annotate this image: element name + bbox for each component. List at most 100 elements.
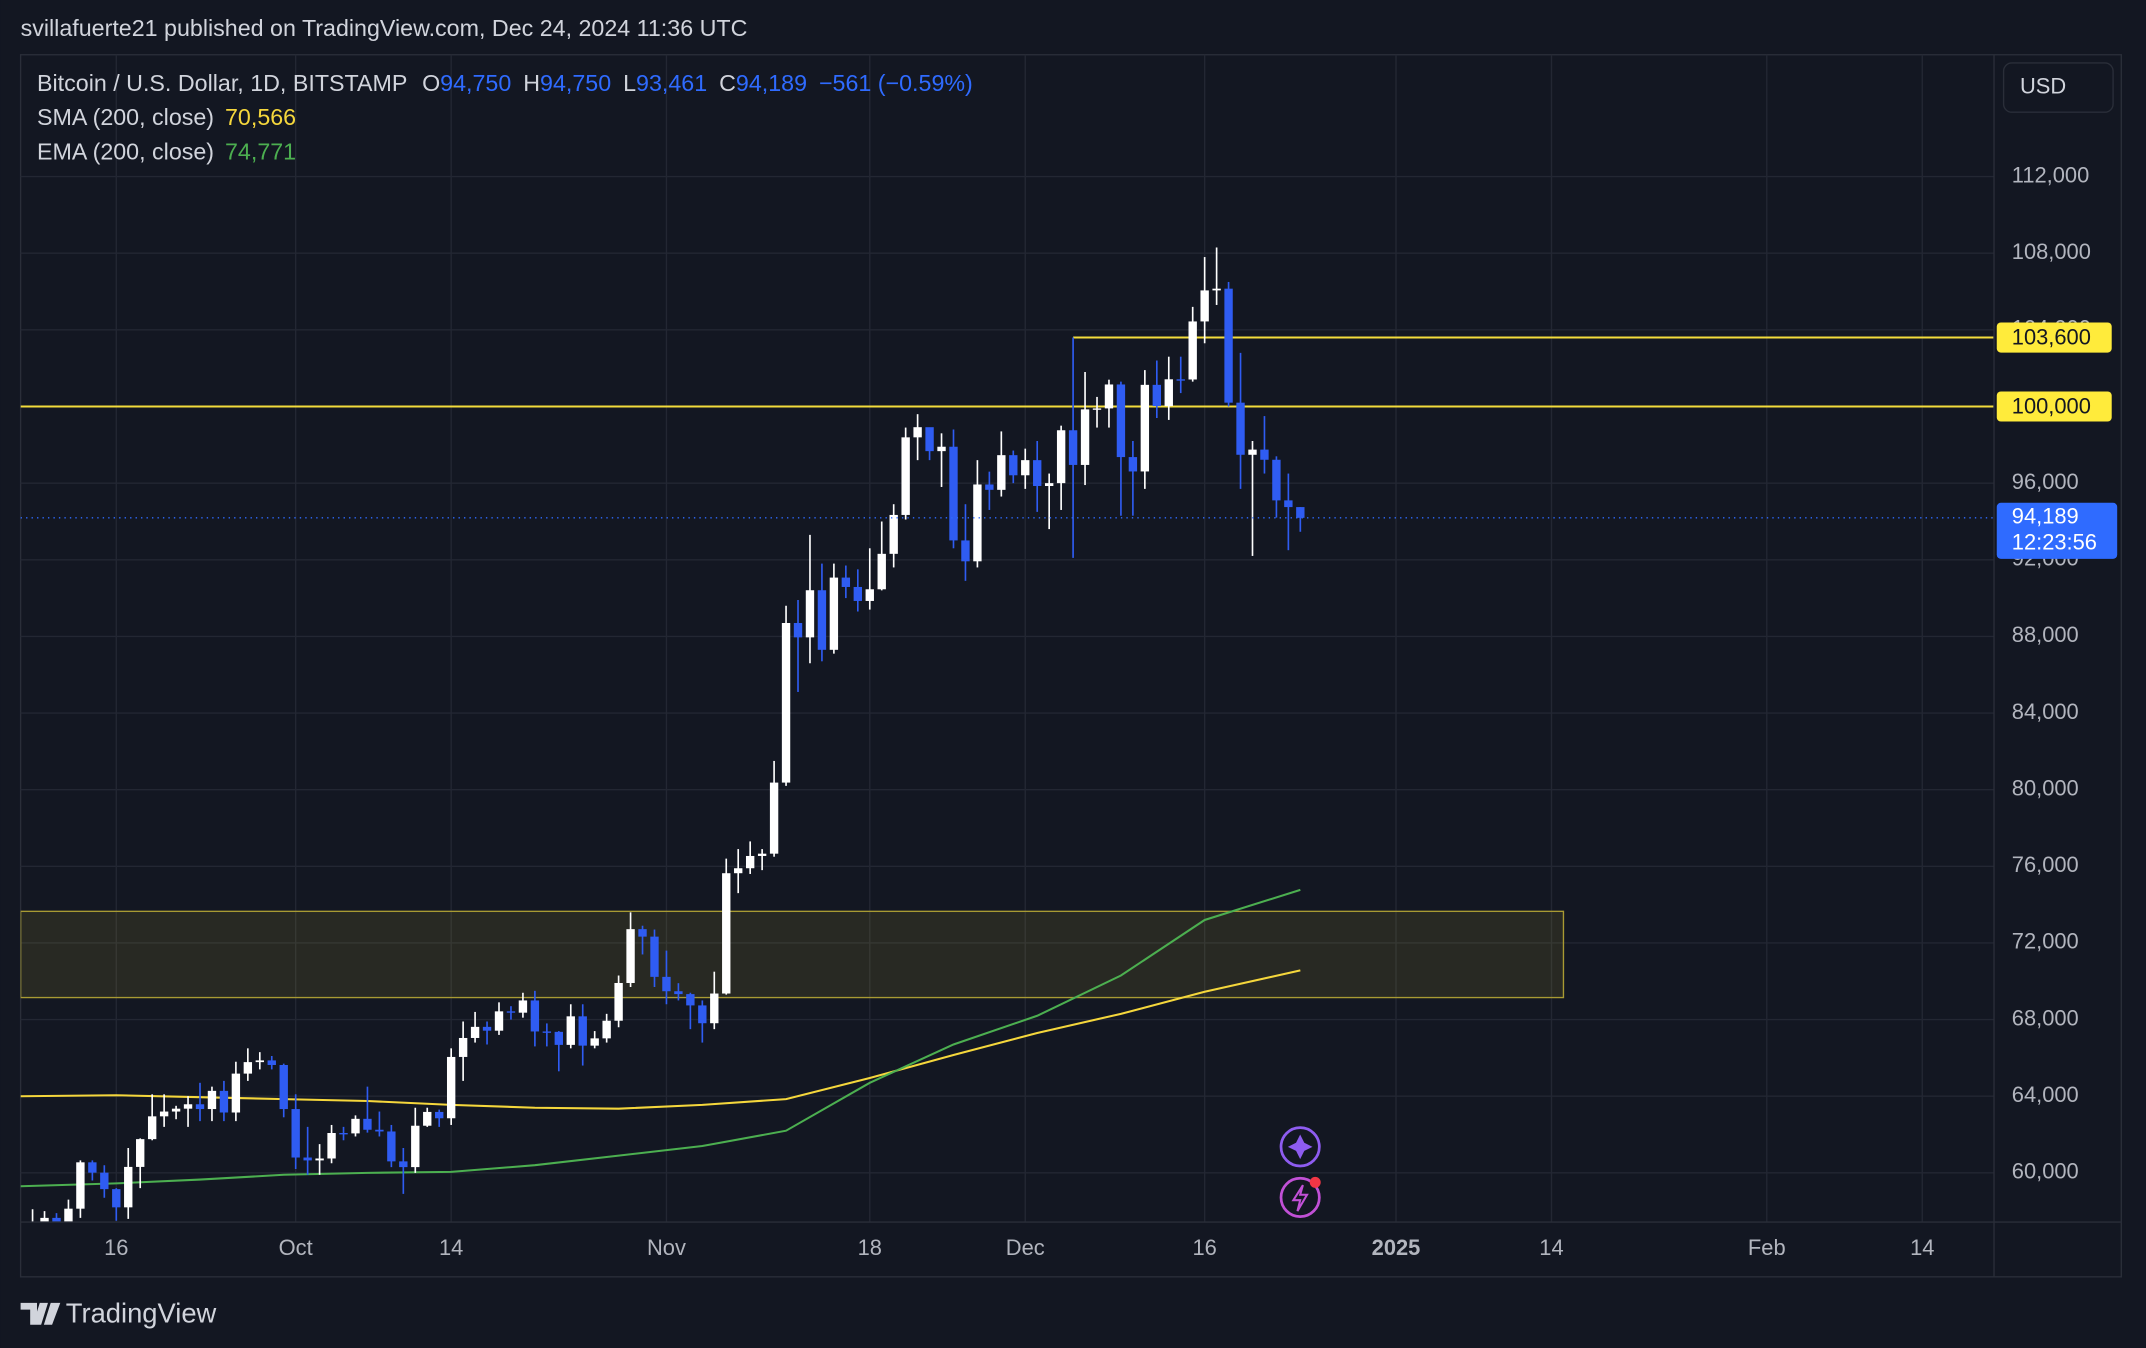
candle-body (1092, 408, 1102, 410)
candle-body (136, 1139, 145, 1167)
candle-body (949, 446, 958, 541)
candle-body (446, 1056, 456, 1119)
candle-body (1212, 288, 1221, 291)
candle-body (1056, 430, 1066, 484)
brand-name: TradingView (66, 1297, 217, 1328)
candle-body (76, 1162, 85, 1209)
candle-body (650, 936, 659, 977)
candle-body (303, 1157, 312, 1161)
candle-body (590, 1038, 599, 1046)
candle-body (853, 586, 862, 601)
chart-frame (19, 54, 2122, 1278)
candle-body (1224, 288, 1233, 403)
candle-body (183, 1104, 193, 1109)
alert-icon[interactable] (1279, 1176, 1321, 1218)
candle-body (757, 853, 767, 856)
ohlc-value: 93,461 (636, 70, 707, 96)
x-tick-label: 16 (1192, 1235, 1216, 1260)
x-tick-label: 14 (1910, 1235, 1934, 1260)
candle-body (901, 437, 910, 515)
symbol: Bitcoin / U.S. Dollar, 1D, BITSTAMP (37, 70, 407, 96)
candle-body (291, 1109, 300, 1158)
candle-body (1188, 321, 1197, 380)
candle-body (877, 553, 886, 590)
candle-body (745, 855, 755, 869)
candle-body (1248, 449, 1257, 455)
change: −561 (−0.59%) (819, 70, 973, 96)
y-tick-label: 68,000 (2012, 1005, 2079, 1030)
level-label-box (1996, 391, 2112, 422)
candle-body (363, 1118, 372, 1130)
last-price-label: 94,189 (2012, 504, 2079, 529)
candle-body (614, 982, 623, 1021)
candle-body (734, 868, 743, 874)
indicator-legend-entry: EMA (200, close) 74,771 (37, 138, 296, 164)
x-tick-label: Feb (1748, 1235, 1786, 1260)
axes: 60,000 64,000 68,000 72,000 76,000 80,000 84,0… (104, 162, 2118, 1260)
candle-body (1033, 460, 1042, 487)
candle-body (375, 1129, 384, 1132)
indicator-value: 70,566 (225, 104, 296, 130)
candle-body (1296, 507, 1305, 518)
candle-body (1164, 379, 1173, 407)
ai-icon[interactable] (1279, 1126, 1321, 1168)
candle-body (351, 1118, 360, 1134)
candle-body (219, 1090, 229, 1113)
candle-body (88, 1162, 97, 1173)
candle-body (662, 976, 671, 992)
indicator-value: 74,771 (225, 138, 296, 164)
level-label-box (1996, 322, 2112, 353)
candle-body (817, 590, 827, 650)
candle-body (494, 1011, 504, 1031)
ohlc-key: H (523, 70, 540, 96)
y-tick-label: 64,000 (2012, 1082, 2079, 1107)
candle-body (506, 1011, 516, 1013)
ohlc-key: L (623, 70, 636, 96)
candle-body (411, 1125, 420, 1168)
candle-body (937, 446, 946, 452)
candle-body (171, 1108, 181, 1112)
y-tick-label: 108,000 (2012, 239, 2091, 264)
y-tick-label: 72,000 (2012, 929, 2079, 954)
candle-body (710, 993, 719, 1024)
candle-body (1260, 449, 1269, 460)
candle-body (530, 1000, 540, 1032)
x-tick-label: Dec (1006, 1235, 1045, 1260)
candle-body (195, 1104, 205, 1110)
symbol-legend: Bitcoin / U.S. Dollar, 1D, BITSTAMP O94,… (37, 70, 973, 96)
candle-body (1021, 460, 1030, 476)
candle-body (566, 1016, 575, 1045)
indicator-name: EMA (200, close) (37, 138, 214, 164)
candle-body (52, 1217, 61, 1223)
ai-icon-star (1287, 1134, 1313, 1160)
candle-body (626, 929, 635, 983)
candle-body (267, 1060, 276, 1065)
candle-body (698, 1005, 707, 1024)
x-tick-label: 2025 (1372, 1235, 1421, 1260)
publish-header: svillafuerte21 published on TradingView.… (21, 15, 748, 41)
currency-label[interactable]: USD (2020, 73, 2066, 98)
currency-button[interactable] (2002, 62, 2114, 113)
y-tick-label: 84,000 (2012, 699, 2079, 724)
candle-body (100, 1172, 109, 1190)
candle-body (482, 1026, 492, 1031)
candle-body (64, 1208, 73, 1223)
x-tick-label: Oct (279, 1235, 313, 1260)
ohlc-value: 94,750 (440, 70, 511, 96)
y-tick-label: 96,000 (2012, 469, 2079, 494)
candle-body (674, 991, 683, 995)
candle-body (722, 873, 731, 994)
ohlc-value: 94,189 (736, 70, 807, 96)
alert-icon-bolt (1291, 1184, 1309, 1212)
candle-body (1284, 500, 1293, 508)
candle-body (793, 622, 803, 638)
candle-body (1104, 384, 1114, 409)
candle-body (1176, 379, 1185, 381)
support-zone (20, 910, 1565, 999)
candle-body (1152, 384, 1161, 407)
candle-body (913, 427, 922, 438)
candle-body (255, 1060, 264, 1063)
candle-body (769, 782, 779, 854)
candle-body (602, 1020, 611, 1039)
candle-body (1272, 459, 1281, 501)
